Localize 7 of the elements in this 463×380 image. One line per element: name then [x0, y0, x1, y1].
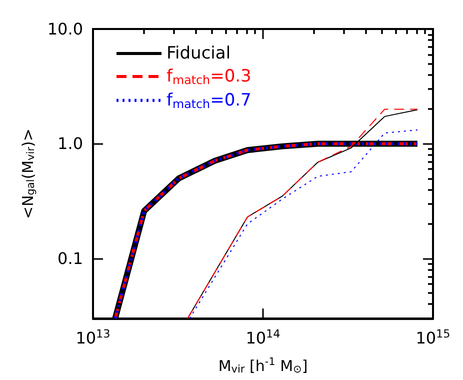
- y-tick-label: 10.0: [47, 20, 83, 38]
- legend-label: fmatch=0.3: [166, 66, 252, 87]
- y-tick-label: 0.1: [58, 249, 83, 268]
- y-tick-label: 1.0: [58, 134, 83, 154]
- y-axis-title: <Ngal(Mvir)>: [18, 128, 37, 219]
- legend-label: Fiducial: [166, 44, 231, 64]
- legend-label: fmatch=0.7: [166, 90, 252, 111]
